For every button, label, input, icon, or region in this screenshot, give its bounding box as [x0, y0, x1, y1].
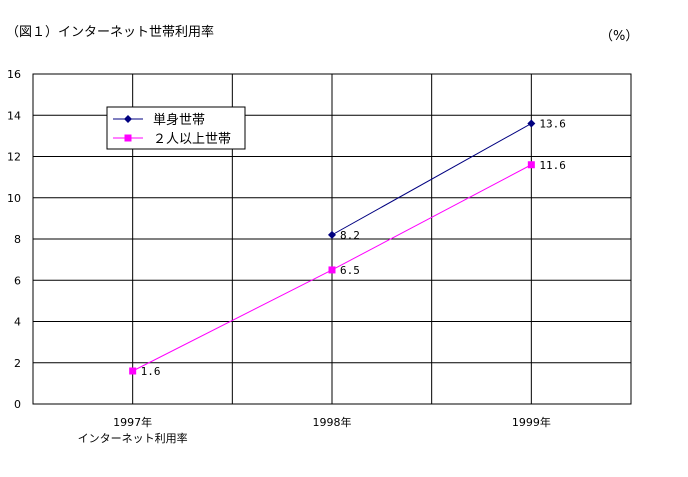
data-point [328, 266, 336, 274]
x-tick-label: 1997年 [113, 415, 152, 429]
series-1: 8.2 13.6 [328, 118, 566, 242]
data-label: 11.6 [539, 159, 566, 172]
data-label: 6.5 [340, 264, 360, 277]
y-tick-label: 12 [7, 151, 21, 164]
unit-label: （%） [600, 29, 638, 44]
legend-item: ２人以上世帯 [113, 132, 231, 147]
data-point [527, 161, 535, 169]
series-line [331, 123, 532, 236]
y-tick-label: 6 [14, 274, 21, 287]
y-tick-label: 8 [14, 233, 21, 246]
legend: 単身世帯 ２人以上世帯 [106, 106, 246, 150]
legend-marker [124, 134, 132, 142]
legend-box [106, 106, 246, 150]
data-point [129, 367, 137, 375]
chart-title: （図１）インターネット世帯利用率 [6, 24, 214, 40]
data-point [527, 119, 536, 128]
x-tick-label: 1999年 [512, 415, 551, 429]
x-tick-sublabel: インターネット利用率 [78, 431, 188, 445]
grid [33, 73, 631, 405]
data-label: 1.6 [141, 365, 161, 378]
legend-label: 単身世帯 [153, 112, 205, 128]
data-label: 8.2 [340, 229, 360, 242]
x-tick-label: 1998年 [313, 415, 352, 429]
data-point [328, 230, 336, 239]
y-tick-label: 10 [7, 192, 21, 205]
series-2: 1.6 6.5 11.6 [129, 159, 566, 378]
y-tick-label: 14 [7, 109, 21, 122]
y-tick-label: 4 [14, 316, 21, 329]
y-tick-label: 0 [14, 398, 21, 411]
legend-marker [124, 115, 132, 123]
data-label: 13.6 [539, 118, 566, 131]
legend-item: 単身世帯 [113, 112, 205, 128]
y-tick-label: 2 [14, 357, 21, 370]
legend-label: ２人以上世帯 [153, 132, 231, 147]
series-layer: 8.2 13.6 1.6 6.5 11.6 [129, 118, 566, 378]
y-tick-label: 16 [7, 68, 21, 81]
y-axis: 0 2 4 6 8 10 12 14 16 [7, 68, 21, 411]
